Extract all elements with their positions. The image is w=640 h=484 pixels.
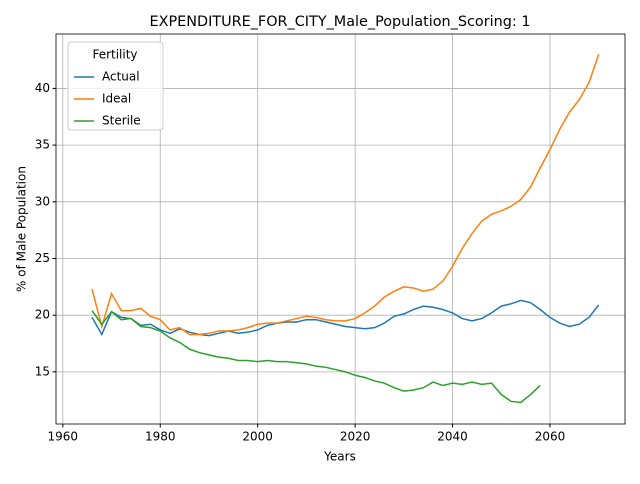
legend-box bbox=[67, 41, 164, 131]
series-line bbox=[91, 54, 600, 336]
y-tick-label: 15 bbox=[35, 364, 50, 378]
y-tick-label: 25 bbox=[35, 251, 50, 265]
y-tick-label: 40 bbox=[35, 81, 50, 95]
x-tick-label: 2060 bbox=[535, 430, 566, 444]
plot-frame bbox=[55, 33, 626, 425]
legend-title: Fertility bbox=[92, 48, 137, 62]
x-axis-label: Years bbox=[323, 450, 356, 464]
y-tick-label: 30 bbox=[35, 194, 50, 208]
y-axis-label: % of Male Population bbox=[15, 166, 29, 292]
legend-label: Sterile bbox=[102, 114, 141, 128]
x-tick-label: 2020 bbox=[340, 430, 371, 444]
y-tick-label: 35 bbox=[35, 138, 50, 152]
x-tick-label: 2000 bbox=[242, 430, 273, 444]
legend-label: Ideal bbox=[102, 92, 131, 106]
legend-label: Actual bbox=[102, 70, 140, 84]
y-tick-label: 20 bbox=[35, 308, 50, 322]
series-line bbox=[91, 299, 600, 337]
x-tick-label: 2040 bbox=[437, 430, 468, 444]
x-tick-label: 1960 bbox=[48, 430, 79, 444]
x-tick-label: 1980 bbox=[145, 430, 176, 444]
chart-title: EXPENDITURE_FOR_CITY_Male_Population_Sco… bbox=[150, 14, 531, 30]
series-line bbox=[91, 310, 541, 404]
